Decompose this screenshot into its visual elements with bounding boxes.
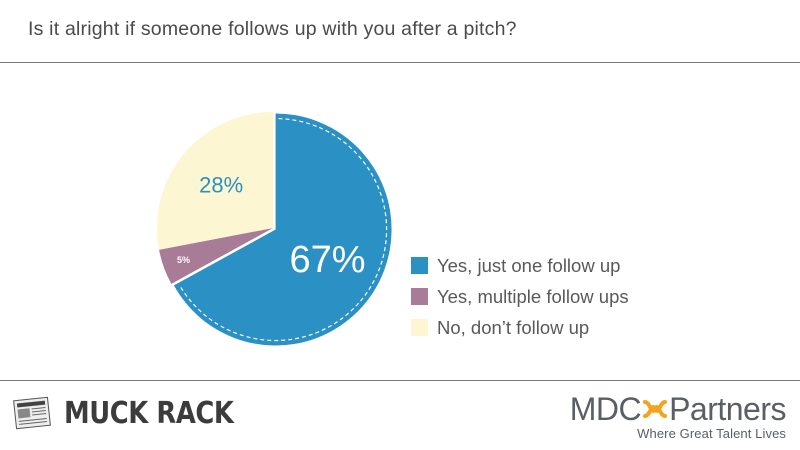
mdc-name-part2: Partners bbox=[669, 391, 786, 427]
data-label-yes-multiple-follow-ups: 5% bbox=[177, 255, 190, 265]
newspaper-icon bbox=[10, 394, 54, 432]
mdc-partners-logo: MDC Partners Where Great Talent Lives bbox=[569, 391, 787, 441]
data-label-yes-just-one-follow-up: 67% bbox=[289, 239, 365, 281]
infinity-mark-icon bbox=[643, 400, 668, 418]
legend-item-no-don-t-follow-up: No, don’t follow up bbox=[411, 312, 629, 343]
legend-swatch bbox=[411, 257, 428, 274]
legend-label: No, don’t follow up bbox=[437, 316, 590, 338]
pie-slice-yes-multiple-follow-ups bbox=[159, 228, 273, 284]
legend-swatch bbox=[411, 288, 428, 305]
muck-rack-wordmark: MUCK RACK bbox=[64, 395, 234, 431]
muck-rack-logo: MUCK RACK bbox=[10, 394, 261, 432]
chart-legend: Yes, just one follow up Yes, multiple fol… bbox=[411, 250, 629, 343]
mdc-tagline: Where Great Talent Lives bbox=[637, 426, 786, 441]
legend-swatch bbox=[411, 319, 428, 336]
pie-slice-no-don-t-follow-up bbox=[156, 112, 273, 250]
legend-item-yes-multiple-follow-ups: Yes, multiple follow ups bbox=[411, 281, 629, 312]
pie-slice-yes-just-one-follow-up bbox=[173, 113, 392, 346]
bottom-divider bbox=[0, 380, 800, 381]
pie-slice-dashed-edge bbox=[179, 117, 388, 342]
legend-label: Yes, just one follow up bbox=[437, 254, 621, 276]
legend-item-yes-just-one-follow-up: Yes, just one follow up bbox=[411, 250, 629, 281]
top-divider bbox=[0, 62, 800, 63]
chart-title: Is it alright if someone follows up with… bbox=[28, 18, 517, 40]
data-label-no-don-t-follow-up: 28% bbox=[199, 173, 243, 198]
mdc-name-part1: MDC bbox=[569, 391, 642, 427]
legend-label: Yes, multiple follow ups bbox=[437, 285, 629, 307]
